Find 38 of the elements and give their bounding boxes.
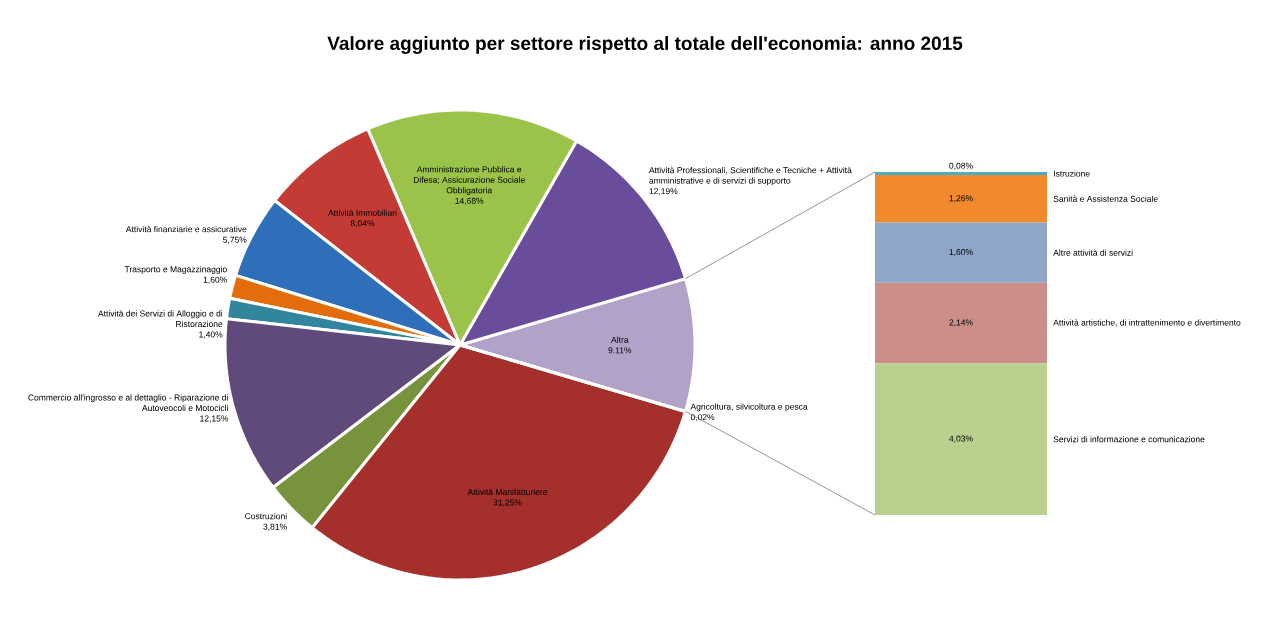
series-label: Sanità e Assistenza Sociale (1053, 195, 1158, 202)
bar (875, 171, 1048, 175)
series-label: Attività artistiche, di intrattenimento e divertimento (1053, 319, 1241, 327)
slice-label: Attività Manifatturiere (467, 488, 548, 495)
data-label: 2,14% (949, 319, 973, 327)
slice-label: Costruzioni (245, 512, 287, 520)
data-label: 3,81% (263, 523, 287, 531)
series-label: Istruzione (1053, 170, 1090, 177)
bar (875, 363, 1048, 515)
slice-label: Trasporto e Magazzinaggio (124, 266, 227, 274)
data-label: 1,26% (949, 195, 973, 203)
bar (875, 282, 1048, 364)
slice-label: Attività Professionali, Scientifiche e Tecniche + Attività amministrative e di servizi di supporto (648, 166, 852, 186)
chart-title: Valore aggiunto per settore rispetto al totale dell'economia: anno 2015 (327, 36, 963, 54)
data-label: 31,25% (493, 499, 522, 507)
data-label: 0,02% (690, 414, 715, 422)
series-label: Altre attività di servizi (1053, 249, 1133, 256)
slice-label: Attività finanziarie e assicurative (125, 225, 247, 233)
data-label: 14,68% (455, 197, 484, 205)
data-label: 12,15% (200, 415, 229, 423)
data-label: 12,19% (649, 188, 678, 196)
bar (875, 175, 1048, 223)
slice-label: Altra (611, 336, 629, 343)
slice-label: Commercio all'ingrosso e al dettaglio - Riparazione di Autoveocoli e Motocicli (28, 394, 228, 411)
slice-label: Amministrazione Pubblica e Difesa; Assicurazione Sociale Obbligatoria (413, 166, 525, 196)
bar (875, 222, 1048, 283)
data-label: 9.11% (608, 347, 632, 354)
data-label: 1,60% (949, 249, 973, 257)
data-label: 5,75% (223, 236, 247, 244)
slice-label: Attività dei Servizi di Alloggio e di Ristorazione (98, 310, 223, 328)
data-label: 1,60% (203, 276, 227, 284)
slice-label: Agricoltura, silvicoltura e pesca (690, 403, 808, 412)
data-label: 0,08% (949, 162, 973, 170)
data-label: 1,40% (199, 331, 223, 339)
data-label: 4,03% (949, 435, 973, 443)
data-label: 8,04% (350, 220, 375, 228)
slice-label: Attività Immobiliari (328, 209, 397, 216)
series-label: Servizi di informazione e comunicazione (1053, 436, 1205, 443)
